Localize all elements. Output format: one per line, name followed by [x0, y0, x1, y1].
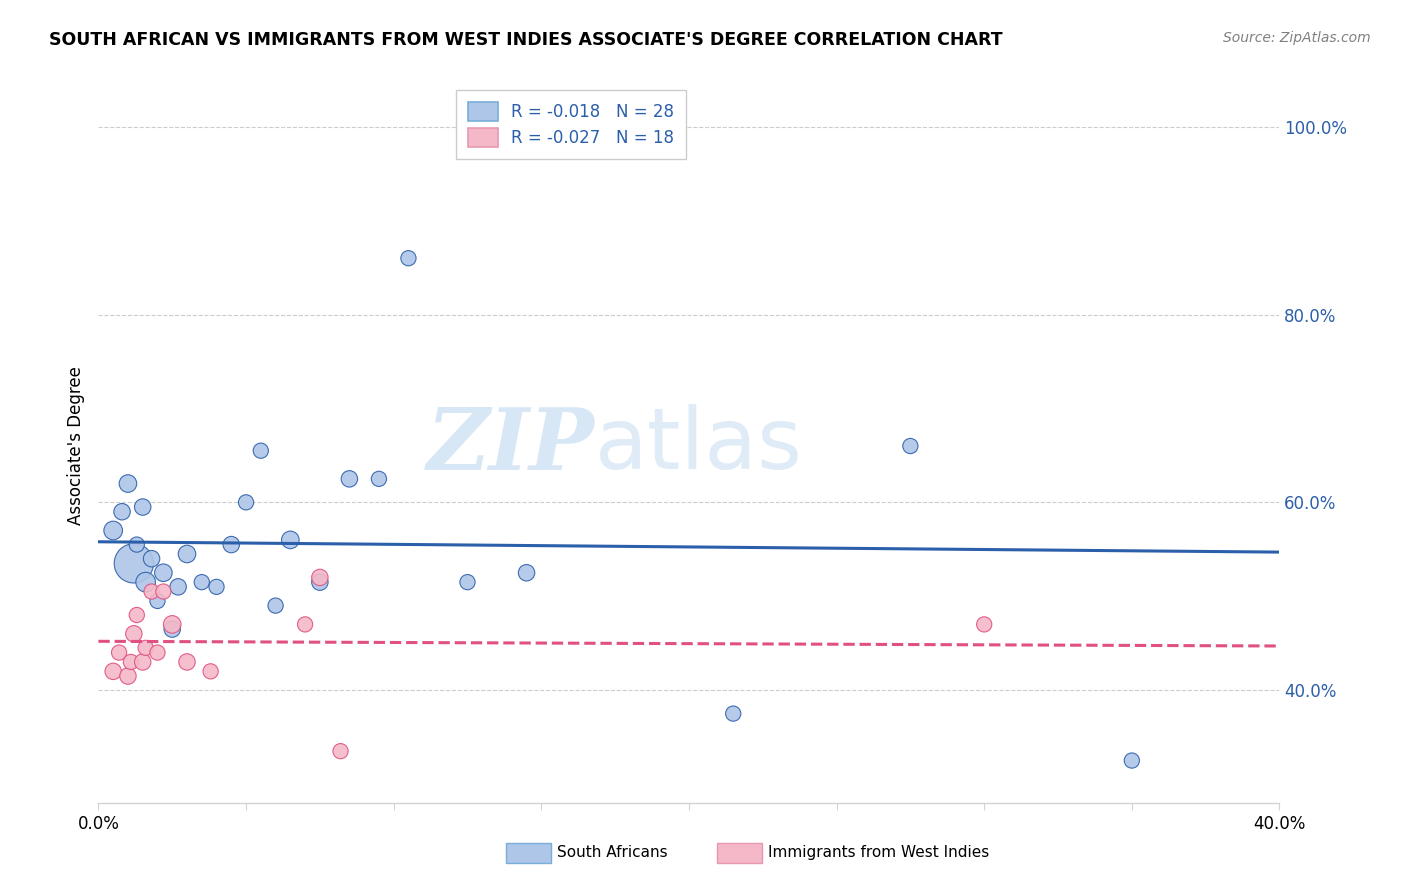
Point: [120, 655, 142, 669]
Legend: R = -0.018   N = 28, R = -0.027   N = 18: R = -0.018 N = 28, R = -0.027 N = 18: [456, 90, 686, 159]
Point: [111, 505, 134, 519]
Point: [152, 566, 174, 580]
Text: SOUTH AFRICAN VS IMMIGRANTS FROM WEST INDIES ASSOCIATE'S DEGREE CORRELATION CHAR: SOUTH AFRICAN VS IMMIGRANTS FROM WEST IN…: [49, 31, 1002, 49]
Point: [200, 665, 222, 679]
Point: [398, 251, 420, 265]
Point: [457, 575, 479, 590]
Point: [280, 533, 302, 547]
Point: [135, 640, 157, 655]
Point: [516, 566, 538, 580]
Point: [141, 551, 163, 566]
Point: [1121, 754, 1143, 768]
Point: [125, 607, 148, 622]
Point: [368, 472, 391, 486]
Point: [103, 665, 125, 679]
Point: [117, 669, 139, 683]
Point: [221, 538, 243, 552]
Point: [167, 580, 190, 594]
Text: atlas: atlas: [595, 404, 803, 488]
Point: [141, 584, 163, 599]
Point: [135, 575, 157, 590]
Point: [108, 646, 131, 660]
Point: [146, 594, 169, 608]
Point: [250, 443, 273, 458]
Point: [162, 617, 183, 632]
Point: [162, 622, 183, 636]
Point: [176, 655, 198, 669]
Point: [132, 500, 155, 514]
Point: [122, 557, 145, 571]
Point: [723, 706, 745, 721]
Point: [309, 570, 332, 584]
Point: [973, 617, 995, 632]
Point: [329, 744, 352, 758]
Point: [132, 655, 155, 669]
Point: [122, 627, 145, 641]
Point: [176, 547, 198, 561]
Point: [191, 575, 214, 590]
Point: [146, 646, 169, 660]
Text: Immigrants from West Indies: Immigrants from West Indies: [768, 846, 988, 860]
Point: [309, 575, 332, 590]
Text: South Africans: South Africans: [557, 846, 668, 860]
Point: [125, 538, 148, 552]
Point: [900, 439, 922, 453]
Point: [294, 617, 316, 632]
Point: [205, 580, 228, 594]
Point: [103, 524, 125, 538]
Point: [264, 599, 287, 613]
Point: [339, 472, 361, 486]
Point: [152, 584, 174, 599]
Point: [235, 495, 257, 509]
Point: [117, 476, 139, 491]
Text: ZIP: ZIP: [426, 404, 595, 488]
Y-axis label: Associate's Degree: Associate's Degree: [66, 367, 84, 525]
Text: Source: ZipAtlas.com: Source: ZipAtlas.com: [1223, 31, 1371, 45]
